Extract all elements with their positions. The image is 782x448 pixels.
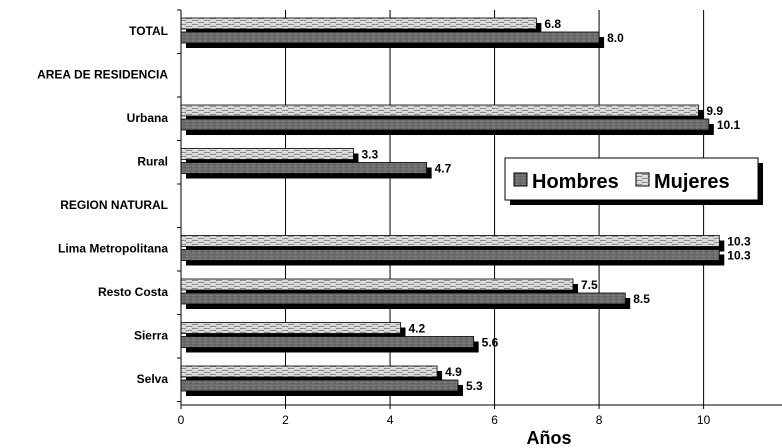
category-label: Lima Metropolitana bbox=[58, 242, 168, 256]
category-labels: TOTAL AREA DE RESIDENCIA Urbana Rural REGION… bbox=[37, 24, 168, 386]
x-tick-10: 10 bbox=[697, 413, 711, 427]
bar-mujeres bbox=[180, 322, 401, 334]
data-label-hombres: 10.3 bbox=[727, 249, 751, 263]
x-tick-8: 8 bbox=[596, 413, 603, 427]
bar-hombres bbox=[180, 379, 459, 392]
x-tick-0: 0 bbox=[178, 413, 185, 427]
data-label-hombres: 8.5 bbox=[633, 292, 650, 306]
data-label-mujeres: 3.3 bbox=[361, 148, 378, 162]
legend-box bbox=[504, 157, 759, 201]
bar-hombres bbox=[180, 292, 626, 305]
legend-label-hombres: Hombres bbox=[532, 171, 619, 193]
bars bbox=[180, 17, 725, 396]
category-label: AREA DE RESIDENCIA bbox=[37, 68, 168, 82]
data-labels: 6.8 8.0 9.910.1 3.3 4.7 10.310.3 7.5 8.5 4.2 5.6 4… bbox=[361, 17, 751, 393]
x-tick-6: 6 bbox=[491, 413, 498, 427]
data-label-mujeres: 4.9 bbox=[445, 365, 462, 379]
data-label-mujeres: 6.8 bbox=[544, 17, 561, 31]
category-label: Resto Costa bbox=[98, 285, 168, 299]
category-label: Urbana bbox=[127, 111, 169, 125]
legend-label-mujeres: Mujeres bbox=[654, 171, 730, 193]
bar-mujeres bbox=[180, 17, 537, 30]
legend-swatch-mujeres bbox=[635, 172, 650, 187]
bar-hombres bbox=[180, 336, 475, 348]
data-label-hombres: 10.1 bbox=[717, 118, 741, 132]
bar-mujeres bbox=[180, 148, 354, 160]
category-label: Selva bbox=[137, 372, 169, 386]
bar-mujeres bbox=[180, 365, 438, 378]
category-label: Sierra bbox=[134, 329, 168, 343]
bar-hombres bbox=[180, 249, 720, 261]
x-tick-4: 4 bbox=[387, 413, 394, 427]
bar-mujeres bbox=[180, 278, 574, 291]
data-label-mujeres: 10.3 bbox=[727, 235, 751, 249]
axes bbox=[177, 9, 782, 409]
bar-hombres bbox=[180, 31, 600, 44]
data-label-mujeres: 9.9 bbox=[706, 104, 723, 118]
category-label: REGION NATURAL bbox=[60, 198, 168, 212]
category-label: Rural bbox=[137, 155, 168, 169]
data-label-mujeres: 7.5 bbox=[581, 278, 598, 292]
data-label-mujeres: 4.2 bbox=[408, 322, 425, 336]
legend-swatch-hombres bbox=[513, 172, 528, 187]
bar-mujeres bbox=[180, 235, 720, 247]
x-axis-title: Años bbox=[527, 428, 572, 448]
x-tick-2: 2 bbox=[282, 413, 289, 427]
data-label-hombres: 5.3 bbox=[466, 379, 483, 393]
data-label-hombres: 4.7 bbox=[435, 162, 452, 176]
data-label-hombres: 5.6 bbox=[482, 336, 499, 350]
bar-hombres bbox=[180, 118, 710, 131]
bar-hombres bbox=[180, 162, 428, 174]
x-tick-labels: 0 2 4 6 8 10 bbox=[178, 413, 711, 427]
data-label-hombres: 8.0 bbox=[607, 31, 624, 45]
legend: Hombres Mujeres bbox=[504, 157, 763, 205]
bar-mujeres bbox=[180, 104, 699, 117]
category-label: TOTAL bbox=[129, 24, 168, 38]
